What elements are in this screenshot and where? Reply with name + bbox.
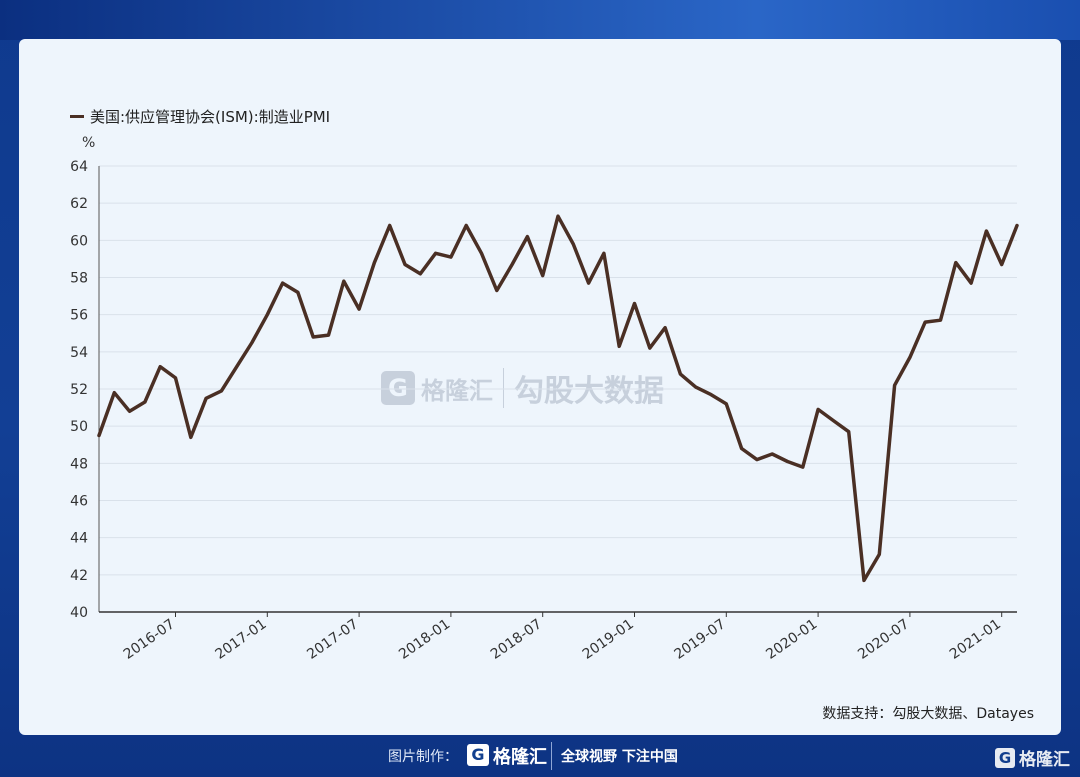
y-tick-label: 40 xyxy=(70,605,88,621)
footer-divider xyxy=(551,742,552,770)
y-tick-label: 58 xyxy=(70,271,88,287)
y-axis-unit: % xyxy=(82,135,96,151)
x-tick-label: 2021-01 xyxy=(947,616,1004,663)
legend-label: 美国:供应管理协会(ISM):制造业PMI xyxy=(90,107,331,126)
y-tick-label: 62 xyxy=(70,196,88,212)
corner-watermark: G 格隆汇 xyxy=(995,745,1070,770)
footer-label: 图片制作： xyxy=(388,749,458,765)
chart-card xyxy=(19,39,1061,735)
y-tick-label: 42 xyxy=(70,568,88,584)
y-tick-label: 54 xyxy=(70,345,88,361)
footer-logo-icon: G xyxy=(467,744,489,766)
x-tick-label: 2019-07 xyxy=(671,616,728,663)
watermark-divider xyxy=(503,368,504,408)
y-tick-label: 44 xyxy=(70,531,88,547)
x-tick-label: 2017-01 xyxy=(212,616,269,663)
footer-brand: 格隆汇 xyxy=(493,747,547,768)
x-tick-label: 2018-07 xyxy=(488,616,545,663)
x-tick-label: 2020-01 xyxy=(763,616,820,663)
y-tick-label: 52 xyxy=(70,382,88,398)
footer-slogan: 全球视野 下注中国 xyxy=(561,749,678,765)
y-tick-label: 46 xyxy=(70,494,88,510)
watermark-brand-secondary: 勾股大数据 xyxy=(514,374,664,409)
x-tick-label: 2019-01 xyxy=(580,616,637,663)
legend-swatch xyxy=(70,114,84,118)
x-tick-label: 2020-07 xyxy=(855,616,912,663)
footer: 图片制作： G 格隆汇 全球视野 下注中国 xyxy=(0,738,1080,777)
data-source: 数据支持：勾股大数据、Datayes xyxy=(822,706,1034,722)
corner-logo-icon: G xyxy=(995,747,1015,768)
y-tick-label: 64 xyxy=(70,159,88,175)
x-tick-label: 2016-07 xyxy=(121,616,178,663)
y-tick-label: 60 xyxy=(70,233,88,249)
corner-brand: 格隆汇 xyxy=(1019,750,1070,770)
watermark: G 格隆汇 勾股大数据 xyxy=(381,366,664,410)
y-tick-label: 56 xyxy=(70,308,88,324)
x-tick-label: 2018-01 xyxy=(396,616,453,663)
watermark-brand: 格隆汇 xyxy=(421,376,493,405)
watermark-logo-icon: G xyxy=(381,371,415,405)
y-tick-label: 48 xyxy=(70,456,88,472)
top-banner xyxy=(0,0,1080,40)
y-tick-label: 50 xyxy=(70,419,88,435)
x-tick-label: 2017-07 xyxy=(304,616,361,663)
chart-legend: 美国:供应管理协会(ISM):制造业PMI xyxy=(70,106,330,126)
series-line-pmi xyxy=(97,214,1019,583)
